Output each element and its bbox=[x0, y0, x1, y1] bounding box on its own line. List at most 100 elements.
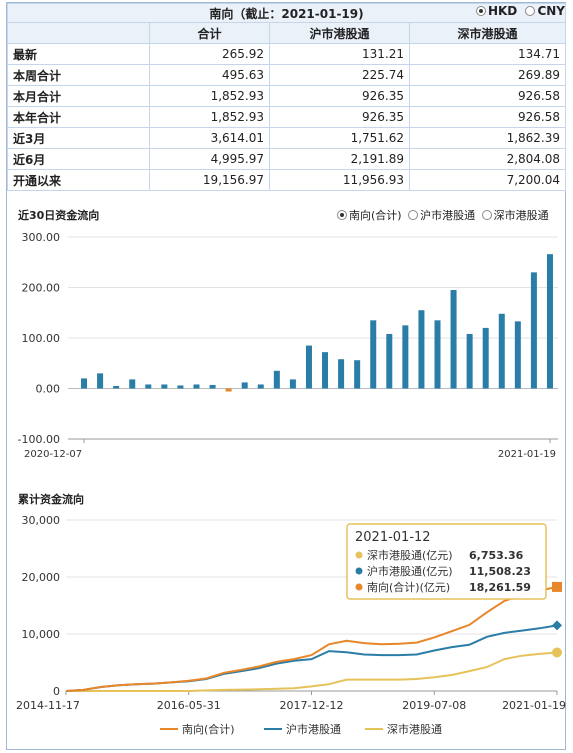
x-tick-label: 2016-05-31 bbox=[157, 699, 221, 712]
bar bbox=[81, 378, 88, 389]
radio-selected-icon bbox=[337, 210, 347, 220]
cell-sz: 926.58 bbox=[409, 85, 566, 107]
y-tick-label: 10,000 bbox=[22, 628, 61, 641]
table-title: 南向（截止：2021-01-19) bbox=[7, 3, 566, 23]
bar bbox=[418, 310, 425, 389]
bar bbox=[273, 370, 280, 389]
bar bbox=[546, 254, 553, 389]
cell-sz: 2,804.08 bbox=[409, 148, 566, 170]
currency-option-hkd[interactable]: HKD bbox=[475, 4, 517, 18]
radio-selected-icon bbox=[475, 6, 486, 16]
tooltip-label: 沪市港股通(亿元) bbox=[367, 564, 453, 578]
x-tick-label: 2017-12-12 bbox=[280, 699, 344, 712]
cell-sh: 11,956.93 bbox=[269, 169, 410, 191]
cell-total: 1,852.93 bbox=[149, 85, 270, 107]
cell-sh: 2,191.89 bbox=[269, 148, 410, 170]
bar bbox=[514, 321, 521, 389]
cell-sh: 225.74 bbox=[269, 64, 410, 86]
column-header-total: 合计 bbox=[149, 22, 270, 44]
row-label: 近6月 bbox=[7, 148, 150, 170]
table-row: 最新 265.92 131.21 134.71 bbox=[7, 43, 566, 65]
bar-chart-title: 近30日资金流向 bbox=[18, 209, 100, 222]
y-tick-label: 0 bbox=[53, 685, 60, 698]
series-end-point bbox=[552, 647, 562, 658]
cell-sz: 926.58 bbox=[409, 106, 566, 128]
bar-chart-series-selector: 南向(合计) 沪市港股通 深市港股通 bbox=[334, 207, 549, 223]
y-tick-label: 0.00 bbox=[36, 383, 61, 396]
cell-total: 3,614.01 bbox=[149, 127, 270, 149]
table-title-text: 南向（截止：2021-01-19) bbox=[209, 6, 364, 21]
bar bbox=[450, 290, 457, 389]
series-option-total[interactable]: 南向(合计) bbox=[337, 209, 402, 222]
tooltip-dot bbox=[355, 551, 363, 559]
cell-total: 1,852.93 bbox=[149, 106, 270, 128]
x-tick-label-end: 2021-01-19 bbox=[498, 449, 556, 460]
line-chart-title: 累计资金流向 bbox=[18, 493, 84, 506]
cell-total: 4,995.97 bbox=[149, 148, 270, 170]
cell-sh: 1,751.62 bbox=[269, 127, 410, 149]
currency-option-cny[interactable]: CNY bbox=[525, 4, 565, 18]
cell-sh: 131.21 bbox=[269, 43, 410, 65]
column-header bbox=[7, 22, 150, 44]
radio-icon bbox=[481, 210, 492, 220]
tooltip-label: 深市港股通(亿元) bbox=[367, 548, 453, 562]
bar bbox=[434, 320, 441, 389]
bar bbox=[145, 384, 152, 389]
cell-total: 19,156.97 bbox=[149, 169, 270, 191]
table-row: 近3月 3,614.01 1,751.62 1,862.39 bbox=[7, 127, 566, 149]
y-tick-label: 100.00 bbox=[22, 332, 61, 345]
series-option-sz[interactable]: 深市港股通 bbox=[481, 209, 549, 222]
y-tick-label: 20,000 bbox=[22, 571, 61, 584]
bar bbox=[241, 382, 248, 389]
cell-sh: 926.35 bbox=[269, 85, 410, 107]
bar bbox=[354, 360, 361, 389]
currency-toggle: HKD CNY bbox=[472, 4, 565, 18]
bar bbox=[97, 373, 104, 389]
bar bbox=[370, 320, 377, 389]
bar bbox=[289, 379, 296, 389]
column-header-sz: 深市港股通 bbox=[409, 22, 566, 44]
cell-sh: 926.35 bbox=[269, 106, 410, 128]
x-tick-label: 2021-01-19 bbox=[502, 699, 566, 712]
tooltip-dot bbox=[355, 583, 363, 591]
y-tick-label: -100.00 bbox=[18, 433, 60, 446]
bar bbox=[498, 313, 505, 389]
cell-sz: 1,862.39 bbox=[409, 127, 566, 149]
x-tick-label: 2014-11-17 bbox=[16, 699, 80, 712]
cell-sz: 134.71 bbox=[409, 43, 566, 65]
table-row: 本年合计 1,852.93 926.35 926.58 bbox=[7, 106, 566, 128]
table-row: 近6月 4,995.97 2,191.89 2,804.08 bbox=[7, 148, 566, 170]
tooltip-value: 11,508.23 bbox=[469, 565, 531, 578]
series-line bbox=[65, 624, 558, 692]
bar bbox=[402, 325, 409, 389]
tooltip-value: 6,753.36 bbox=[469, 549, 524, 562]
bar-chart: 300.00 200.00 100.00 0.00 -100.00 2020-12-07 2… bbox=[18, 231, 558, 460]
bar bbox=[530, 272, 537, 389]
row-label: 最新 bbox=[7, 43, 150, 65]
y-tick-label: 300.00 bbox=[22, 231, 61, 244]
bar bbox=[466, 333, 473, 389]
tooltip-value: 18,261.59 bbox=[469, 581, 531, 594]
table-row: 本周合计 495.63 225.74 269.89 bbox=[7, 64, 566, 86]
series-line bbox=[66, 651, 558, 692]
bar bbox=[113, 385, 120, 389]
bar bbox=[338, 359, 345, 389]
x-tick-label: 2019-07-08 bbox=[402, 699, 466, 712]
series-option-sh[interactable]: 沪市港股通 bbox=[408, 209, 475, 222]
row-label: 本周合计 bbox=[7, 64, 150, 86]
radio-icon bbox=[408, 210, 419, 220]
cell-sz: 269.89 bbox=[409, 64, 566, 86]
x-tick-label-start: 2020-12-07 bbox=[24, 449, 82, 460]
bar bbox=[129, 379, 136, 389]
series-end-point bbox=[552, 581, 562, 592]
bar bbox=[193, 384, 200, 389]
radio-icon bbox=[525, 6, 536, 16]
series-end-point bbox=[552, 620, 562, 631]
tooltip-date: 2021-01-12 bbox=[355, 530, 431, 545]
cell-total: 495.63 bbox=[149, 64, 270, 86]
summary-table: 南向（截止：2021-01-19) 合计 沪市港股通 深市港股通 最新 265.9… bbox=[7, 3, 566, 191]
bar bbox=[482, 327, 489, 389]
legend-label: 深市港股通 bbox=[387, 722, 442, 736]
cell-total: 265.92 bbox=[149, 43, 270, 65]
